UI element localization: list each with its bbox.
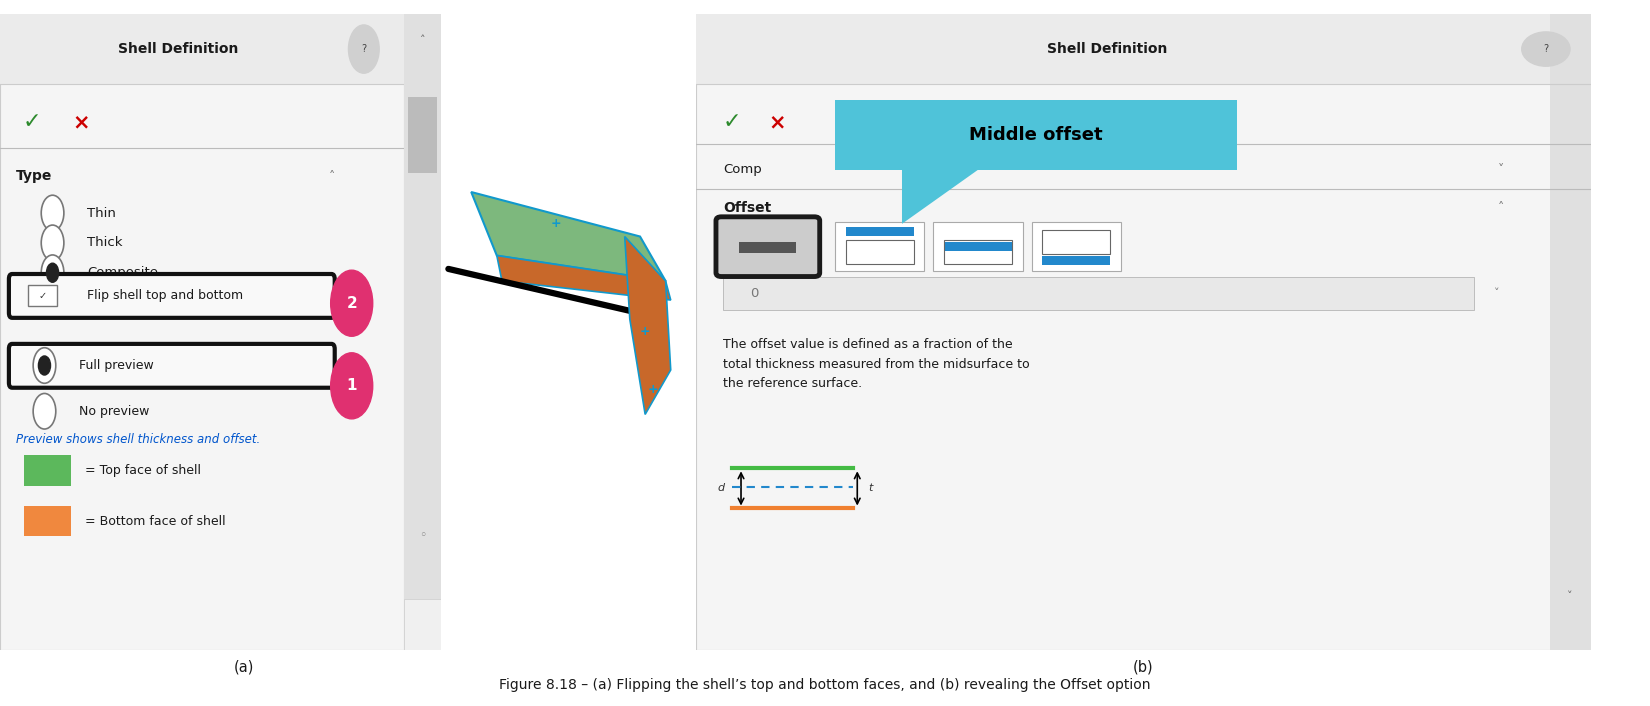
Text: ×: × <box>767 112 785 132</box>
Text: Thin: Thin <box>87 206 116 220</box>
Text: Composite: Composite <box>87 266 158 280</box>
Circle shape <box>330 353 373 419</box>
Polygon shape <box>903 167 982 224</box>
Circle shape <box>41 255 64 291</box>
Text: The offset value is defined as a fraction of the
total thickness measured from t: The offset value is defined as a fractio… <box>723 338 1030 390</box>
Text: Comp: Comp <box>723 163 762 176</box>
Text: 1: 1 <box>346 378 356 393</box>
Bar <box>0 14 404 84</box>
Bar <box>1031 222 1120 271</box>
Text: ˄: ˄ <box>328 169 335 183</box>
Text: Figure 8.18 – (a) Flipping the shell’s top and bottom faces, and (b) revealing t: Figure 8.18 – (a) Flipping the shell’s t… <box>500 678 1150 692</box>
Bar <box>25 455 71 486</box>
FancyBboxPatch shape <box>835 100 1238 169</box>
Text: ×: × <box>73 112 89 132</box>
Text: ✓: ✓ <box>40 291 46 301</box>
Text: Type: Type <box>16 169 53 183</box>
Text: ✓: ✓ <box>723 112 741 132</box>
Text: ˄: ˄ <box>1498 201 1505 215</box>
Text: +: + <box>551 217 561 230</box>
Polygon shape <box>472 192 665 281</box>
Text: = Bottom face of shell: = Bottom face of shell <box>84 515 226 527</box>
Bar <box>1043 256 1110 265</box>
Bar <box>408 97 437 173</box>
Text: ˅: ˅ <box>1493 288 1500 298</box>
Polygon shape <box>625 237 672 414</box>
Bar <box>1551 14 1591 650</box>
Bar <box>1043 229 1110 253</box>
FancyBboxPatch shape <box>8 274 335 318</box>
Text: d: d <box>718 484 724 493</box>
Text: Thick: Thick <box>87 237 122 249</box>
Text: t: t <box>868 484 873 493</box>
Text: No preview: No preview <box>79 405 148 418</box>
Text: ˅: ˅ <box>1498 163 1505 176</box>
FancyBboxPatch shape <box>8 344 335 388</box>
Circle shape <box>38 356 51 375</box>
Bar <box>846 227 914 236</box>
Bar <box>723 277 1475 309</box>
Text: ◦: ◦ <box>419 529 426 542</box>
Text: 2: 2 <box>346 296 356 311</box>
Circle shape <box>33 393 56 429</box>
Bar <box>944 239 1011 264</box>
Text: ˄: ˄ <box>419 35 426 44</box>
Text: ?: ? <box>361 44 366 54</box>
Text: Shell Definition: Shell Definition <box>117 42 238 56</box>
Text: Middle offset: Middle offset <box>969 126 1102 144</box>
Circle shape <box>348 25 380 73</box>
Circle shape <box>33 347 56 383</box>
Text: Preview shows shell thickness and offset.: Preview shows shell thickness and offset… <box>16 433 261 446</box>
Text: Full preview: Full preview <box>79 359 153 372</box>
Text: +: + <box>647 383 658 395</box>
Circle shape <box>41 225 64 261</box>
Text: = Top face of shell: = Top face of shell <box>84 464 201 477</box>
Text: Shell Definition: Shell Definition <box>1048 42 1168 56</box>
Bar <box>944 242 1011 251</box>
Circle shape <box>330 270 373 336</box>
Circle shape <box>41 195 64 231</box>
Text: Flip shell top and bottom: Flip shell top and bottom <box>87 289 243 302</box>
Bar <box>846 239 914 264</box>
Polygon shape <box>497 256 672 300</box>
Bar <box>404 599 441 650</box>
Text: ?: ? <box>1543 44 1548 54</box>
Text: 0: 0 <box>751 287 759 299</box>
Bar <box>696 14 1591 84</box>
Bar <box>835 222 924 271</box>
Text: (a): (a) <box>234 659 254 675</box>
Text: ✓: ✓ <box>23 112 41 132</box>
FancyBboxPatch shape <box>716 217 820 277</box>
Circle shape <box>1521 32 1571 66</box>
Bar <box>739 241 797 253</box>
Text: ˅: ˅ <box>1568 590 1572 601</box>
Bar <box>28 285 58 306</box>
Text: +: + <box>640 325 650 338</box>
Bar <box>934 222 1023 271</box>
Circle shape <box>46 263 59 282</box>
Text: (b): (b) <box>1134 659 1153 675</box>
Text: Offset: Offset <box>723 201 772 215</box>
Bar <box>25 506 71 537</box>
